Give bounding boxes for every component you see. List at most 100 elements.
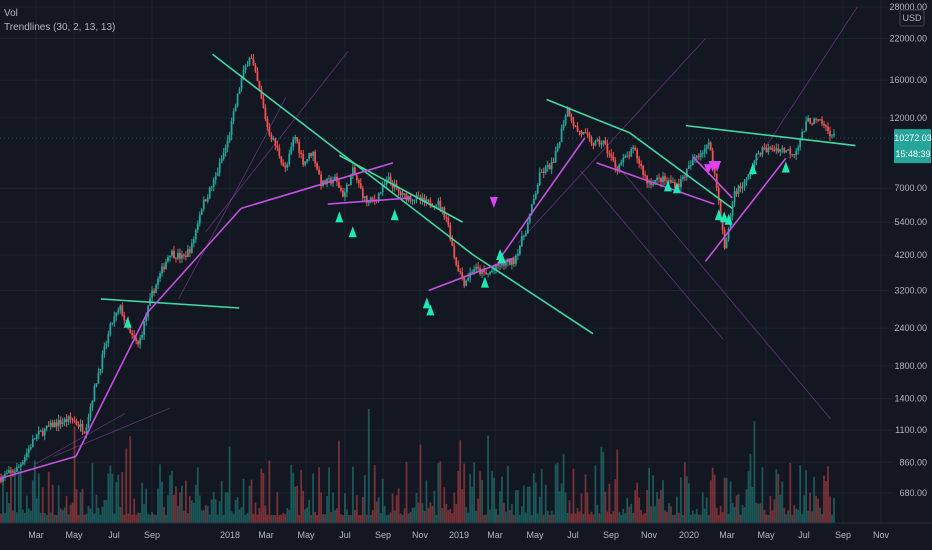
candle-body (417, 195, 420, 197)
candle-body (105, 343, 108, 347)
volume-bar (737, 493, 740, 523)
candle-body (365, 196, 368, 204)
candle-body (173, 250, 175, 258)
candle-body (10, 470, 12, 472)
volume-bar (777, 473, 780, 523)
time-axis-tick: Mar (487, 530, 503, 540)
candle-body (340, 187, 342, 191)
volume-bar (819, 507, 821, 523)
volume-bar (689, 514, 692, 523)
candle-body (459, 271, 462, 273)
price-axis-tick: 680.00 (899, 488, 927, 498)
volume-bar (644, 513, 647, 523)
volume-indicator-label[interactable]: Vol (4, 8, 18, 19)
candle-body (216, 172, 219, 176)
volume-bar (457, 471, 460, 523)
volume-bar (165, 514, 167, 523)
candle-body (67, 416, 70, 422)
candle-body (797, 147, 800, 151)
volume-bar (214, 499, 217, 523)
candle-body (27, 448, 30, 453)
candle-body (332, 180, 334, 184)
time-axis[interactable]: Mar May Jul Sep 2018 Mar May Jul Sep Nov 2019 Mar Ma… (0, 522, 932, 550)
candle-body (250, 58, 253, 60)
volume-bar (773, 499, 776, 523)
volume-bar (19, 469, 22, 523)
candle-body (497, 264, 499, 266)
volume-bar (246, 512, 249, 523)
time-axis-tick: Nov (873, 530, 890, 540)
candle-body (725, 239, 728, 249)
price-axis[interactable]: 28000.00 22000.00 16000.00 12000.00 7000.00 5… (889, 0, 932, 550)
volume-bar (175, 486, 177, 523)
volume-bar (662, 480, 664, 523)
candle-body (709, 142, 712, 151)
candle-body (640, 163, 643, 167)
candle-body (723, 230, 726, 249)
volume-bar (509, 510, 511, 523)
volume-bar (322, 514, 324, 523)
volume-bar (111, 473, 114, 523)
candle-body (447, 218, 450, 225)
candle-body (238, 88, 241, 94)
candle-body (344, 192, 346, 197)
candle-body (618, 164, 621, 170)
volume-bar (336, 508, 338, 523)
candle-body (141, 334, 144, 339)
candle-body (449, 224, 452, 240)
volume-bar (769, 495, 772, 523)
arrow-down-marker (713, 160, 722, 172)
candle-body (612, 156, 615, 161)
volume-bar (21, 509, 24, 523)
volume-bar (534, 482, 537, 523)
volume-bar (107, 473, 110, 523)
candle-body (49, 422, 52, 427)
candle-body (399, 191, 402, 196)
candle-body (280, 156, 283, 163)
volume-bar (604, 491, 607, 523)
candle-body (59, 419, 62, 425)
volume-bar (101, 506, 104, 523)
candle-body (383, 184, 386, 186)
time-axis-tick: Jul (108, 530, 120, 540)
volume-bar (507, 465, 509, 523)
volume-bar (632, 512, 635, 523)
volume-bar (204, 505, 207, 523)
volume-bar (797, 509, 800, 523)
time-axis-tick: 2020 (679, 530, 699, 540)
volume-bar (429, 502, 432, 523)
volume-bar (196, 467, 199, 523)
candle-body (803, 131, 806, 133)
price-axis-tick: 7000.00 (894, 183, 927, 193)
volume-bar (342, 514, 344, 523)
arrow-up-marker (720, 211, 729, 223)
volume-bar (338, 440, 340, 523)
candle-body (236, 93, 239, 106)
trendlines-indicator-label[interactable]: Trendlines (30, 2, 13, 13) (4, 22, 116, 33)
volume-bar (63, 507, 66, 523)
candle-body (220, 159, 223, 163)
volume-bar (157, 488, 159, 523)
volume-bar (290, 464, 293, 523)
candle-body (827, 126, 829, 132)
candle-body (815, 118, 817, 120)
candle-body (155, 284, 157, 294)
volume-bar (536, 513, 539, 523)
candle-body (431, 206, 434, 208)
candle-body (240, 77, 243, 89)
volume-bar (628, 506, 631, 523)
volume-bar (783, 507, 786, 523)
candle-body (677, 183, 680, 187)
volume-bar (540, 468, 543, 523)
time-axis-tick: May (757, 530, 775, 540)
candle-body (560, 128, 563, 142)
candle-body (570, 116, 573, 121)
volume-bar (447, 510, 450, 523)
volume-bar (198, 495, 201, 523)
candle-body (298, 142, 301, 153)
resistance-trendline (100, 298, 240, 309)
volume-bar (703, 508, 706, 523)
candle-body (566, 107, 569, 116)
price-axis-tick: 1400.00 (894, 394, 927, 404)
